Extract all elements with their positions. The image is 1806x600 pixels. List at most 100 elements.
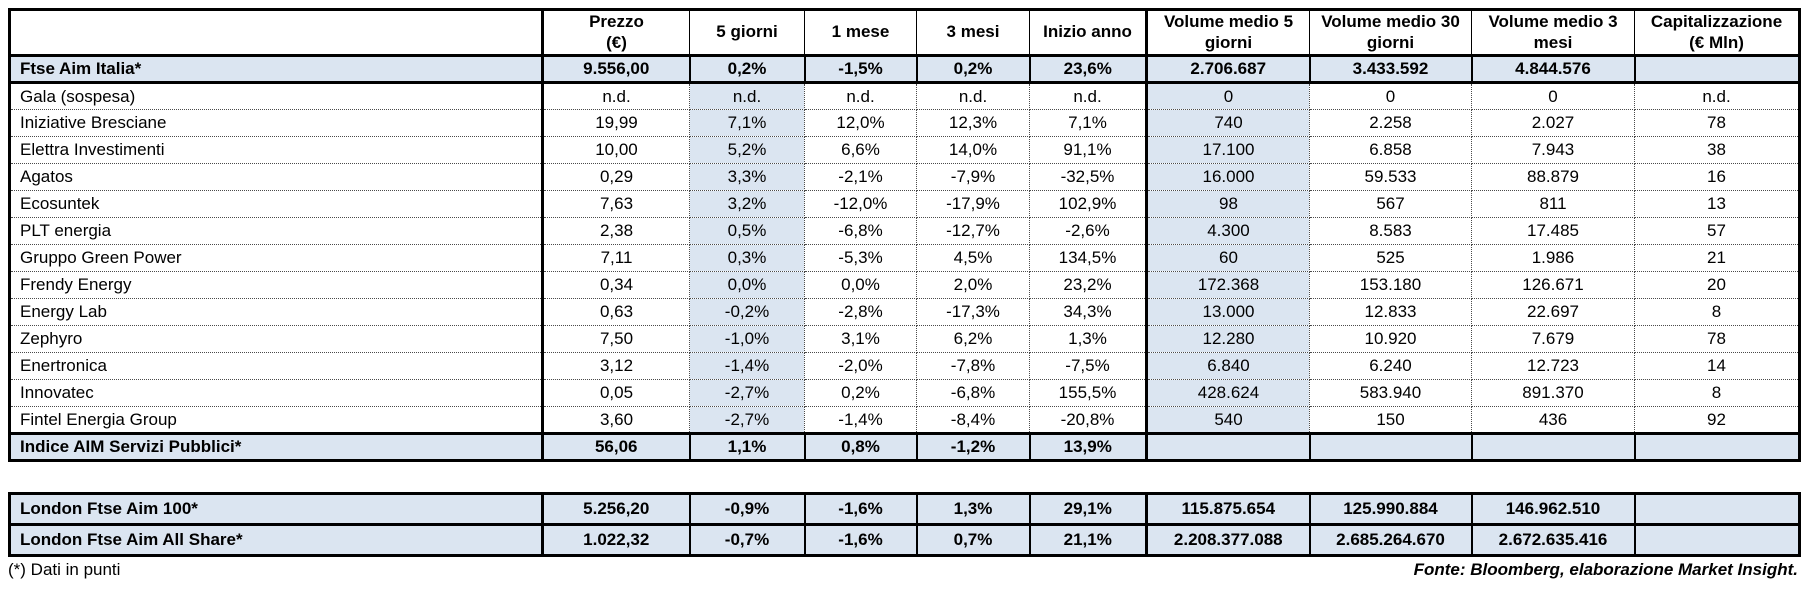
row-label: Indice AIM Servizi Pubblici* [8,432,544,462]
value-cell: 6.858 [1309,136,1472,164]
value-cell: 13.000 [1145,298,1310,326]
value-cell: 1,1% [688,432,806,462]
value-cell: 12.280 [1145,325,1310,353]
value-cell: 115.875.654 [1145,492,1311,526]
row-label: Innovatec [8,379,544,407]
source-attribution: Fonte: Bloomberg, elaborazione Market In… [1413,560,1798,579]
value-cell: 0 [1145,82,1310,110]
footer: (*) Dati in punti Fonte: Bloomberg, elab… [8,560,1798,580]
value-cell: -1,5% [803,54,918,84]
value-cell: 19,99 [542,109,690,137]
row-label: London Ftse Aim 100* [8,492,544,526]
value-cell: 1,3% [1029,325,1147,353]
value-cell: 6,2% [916,325,1030,353]
value-cell: 0,05 [542,379,690,407]
row-label: Zephyro [8,325,544,353]
value-cell: 150 [1309,406,1472,434]
value-cell: -17,3% [916,298,1030,326]
value-cell: 2.208.377.088 [1145,523,1311,557]
column-header: Prezzo (€) [542,8,690,57]
row-label: Agatos [8,163,544,191]
value-cell: -1,4% [804,406,917,434]
value-cell: 4,5% [916,244,1030,272]
value-cell: 4.300 [1145,217,1310,245]
value-cell: 740 [1145,109,1310,137]
value-cell: 17.485 [1471,217,1635,245]
value-cell: 436 [1471,406,1635,434]
value-cell: -2,6% [1029,217,1147,245]
value-cell: 0,0% [804,271,917,299]
value-cell: n.d. [1029,82,1147,110]
value-cell [1470,432,1636,462]
value-cell: 20 [1634,271,1801,299]
value-cell: 172.368 [1145,271,1310,299]
value-cell: 34,3% [1029,298,1147,326]
row-label: Enertronica [8,352,544,380]
row-label: London Ftse Aim All Share* [8,523,544,557]
stock-row: Elettra Investimenti 10,00 5,2% 6,6% 14,0% 91… [8,136,1801,164]
value-cell: 8 [1634,298,1801,326]
row-label: PLT energia [8,217,544,245]
row-label: Frendy Energy [8,271,544,299]
value-cell: 1.986 [1471,244,1635,272]
value-cell: 102,9% [1029,190,1147,218]
stock-row: Energy Lab 0,63 -0,2% -2,8% -17,3% 34,3% 13.00… [8,298,1801,326]
value-cell: 0,63 [542,298,690,326]
stock-row: Gala (sospesa) n.d. n.d. n.d. n.d. n.d. 0 0 0 n.d… [8,82,1801,110]
value-cell: 29,1% [1028,492,1148,526]
london-indices-table: London Ftse Aim 100* 5.256,20 -0,9% -1,6% 1,… [8,492,1801,557]
value-cell: 10,00 [542,136,690,164]
value-cell: 125.990.884 [1308,492,1473,526]
stock-row: Frendy Energy 0,34 0,0% 0,0% 2,0% 23,2% 172.36… [8,271,1801,299]
value-cell: 38 [1634,136,1801,164]
value-cell: 0,3% [689,244,805,272]
aim-italia-price-table: Prezzo (€) 5 giorni 1 mese 3 mesi Inizio anno… [8,8,1801,462]
column-header: Volume medio 3 mesi [1471,8,1635,57]
column-header: Volume medio 5 giorni [1145,8,1310,57]
index-row: Indice AIM Servizi Pubblici* 56,06 1,1% 0,8… [8,432,1801,462]
value-cell: 6,6% [804,136,917,164]
value-cell: 583.940 [1309,379,1472,407]
row-label: Ecosuntek [8,190,544,218]
table-spacer [8,462,1798,492]
value-cell: 21,1% [1028,523,1148,557]
value-cell: 567 [1309,190,1472,218]
value-cell: -2,8% [804,298,917,326]
value-cell: 3,2% [689,190,805,218]
value-cell: -0,2% [689,298,805,326]
value-cell: 12,0% [804,109,917,137]
column-header: 3 mesi [916,8,1030,57]
value-cell: 59.533 [1309,163,1472,191]
value-cell: 3.433.592 [1308,54,1473,84]
value-cell: 7.679 [1471,325,1635,353]
value-cell: 0,8% [803,432,918,462]
value-cell: n.d. [1634,82,1801,110]
value-cell: 9.556,00 [541,54,691,84]
value-cell: -12,0% [804,190,917,218]
value-cell: 3,12 [542,352,690,380]
stock-row: Iniziative Bresciane 19,99 7,1% 12,0% 12,3% 7… [8,109,1801,137]
value-cell: -0,9% [688,492,806,526]
value-cell: 5.256,20 [541,492,691,526]
value-cell: 428.624 [1145,379,1310,407]
value-cell: n.d. [804,82,917,110]
value-cell: 7,50 [542,325,690,353]
value-cell: 7,63 [542,190,690,218]
value-cell [1633,492,1801,526]
column-header: Volume medio 30 giorni [1309,8,1472,57]
row-label: Gala (sospesa) [8,82,544,110]
value-cell: -1,4% [689,352,805,380]
value-cell: 17.100 [1145,136,1310,164]
value-cell: 7,1% [1029,109,1147,137]
value-cell [1145,432,1311,462]
value-cell: 60 [1145,244,1310,272]
value-cell [1633,523,1801,557]
value-cell: 0,0% [689,271,805,299]
value-cell: -2,0% [804,352,917,380]
value-cell: 525 [1309,244,1472,272]
index-row: London Ftse Aim 100* 5.256,20 -0,9% -1,6% 1,… [8,492,1801,526]
value-cell: -7,9% [916,163,1030,191]
value-cell: -0,7% [688,523,806,557]
value-cell: 0,7% [915,523,1031,557]
table-header: Prezzo (€) 5 giorni 1 mese 3 mesi Inizio anno… [8,8,1801,57]
